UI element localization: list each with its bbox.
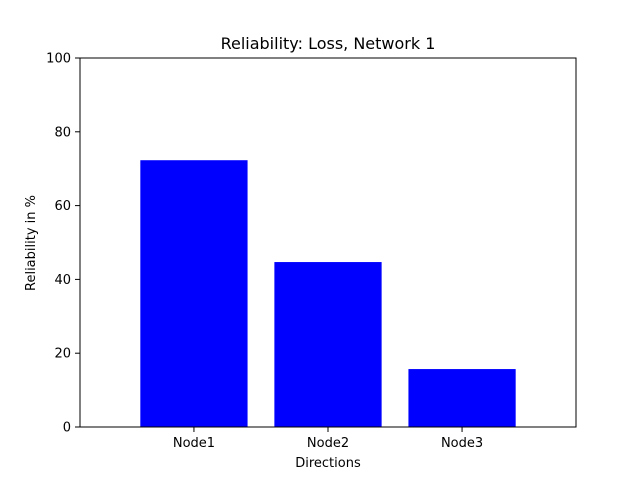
bars-group [140, 160, 516, 427]
y-tick-label: 60 [54, 199, 71, 214]
x-axis-label: Directions [295, 456, 361, 471]
y-axis-label: Reliability in % [24, 195, 39, 291]
bar-node2 [274, 262, 382, 427]
x-axis: Node1 Node2 Node3 [173, 427, 483, 451]
x-tick-label: Node1 [173, 436, 215, 451]
y-tick-label: 0 [63, 421, 71, 436]
y-axis: 0 20 40 60 80 100 [46, 52, 80, 436]
bar-node3 [408, 369, 516, 427]
x-tick-label: Node2 [307, 436, 349, 451]
y-tick-label: 40 [54, 273, 71, 288]
y-tick-label: 80 [54, 125, 71, 140]
chart-title: Reliability: Loss, Network 1 [221, 34, 436, 53]
bar-node1 [140, 160, 248, 427]
x-tick-label: Node3 [441, 436, 483, 451]
y-tick-label: 100 [46, 52, 71, 67]
y-tick-label: 20 [54, 347, 71, 362]
